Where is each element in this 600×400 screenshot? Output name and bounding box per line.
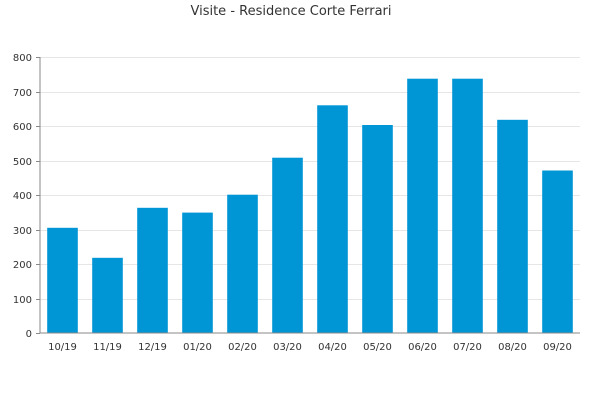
y-tick-label: 700 <box>13 88 32 99</box>
grid-lines <box>40 57 580 300</box>
x-tick-label: 12/19 <box>138 342 167 353</box>
y-tick-label: 100 <box>13 295 32 306</box>
x-tick-label: 06/20 <box>408 342 437 353</box>
y-tick-labels: 0 100 200 300 400 500 600 700 800 <box>13 53 40 340</box>
bar <box>182 212 213 333</box>
y-tick-label: 500 <box>13 157 32 168</box>
y-tick-label: 400 <box>13 191 32 202</box>
x-tick-label: 03/20 <box>273 342 302 353</box>
x-tick-labels: 10/19 11/19 12/19 01/20 02/20 03/20 04/20 05/20… <box>48 342 572 353</box>
x-tick-label: 08/20 <box>498 342 527 353</box>
bar <box>47 227 78 333</box>
bar <box>362 125 393 333</box>
x-tick-label: 01/20 <box>183 342 212 353</box>
bar <box>92 257 123 333</box>
x-tick-label: 02/20 <box>228 342 257 353</box>
bar <box>407 78 438 333</box>
x-tick-label: 05/20 <box>363 342 392 353</box>
bar <box>497 119 528 333</box>
x-tick-label: 07/20 <box>453 342 482 353</box>
chart-title: Visite - Residence Corte Ferrari <box>190 4 391 19</box>
bar <box>272 157 303 333</box>
x-tick-label: 04/20 <box>318 342 347 353</box>
y-tick-label: 0 <box>26 329 32 340</box>
x-tick-label: 09/20 <box>543 342 572 353</box>
bar <box>227 194 258 333</box>
y-tick-label: 300 <box>13 226 32 237</box>
x-tick-label: 10/19 <box>48 342 77 353</box>
y-tick-label: 200 <box>13 260 32 271</box>
bar <box>137 207 168 333</box>
bar <box>542 170 573 333</box>
bars <box>47 78 573 333</box>
x-tick-label: 11/19 <box>93 342 122 353</box>
y-tick-label: 800 <box>13 53 32 64</box>
y-tick-label: 600 <box>13 122 32 133</box>
bar <box>452 78 483 333</box>
bar <box>317 105 348 333</box>
